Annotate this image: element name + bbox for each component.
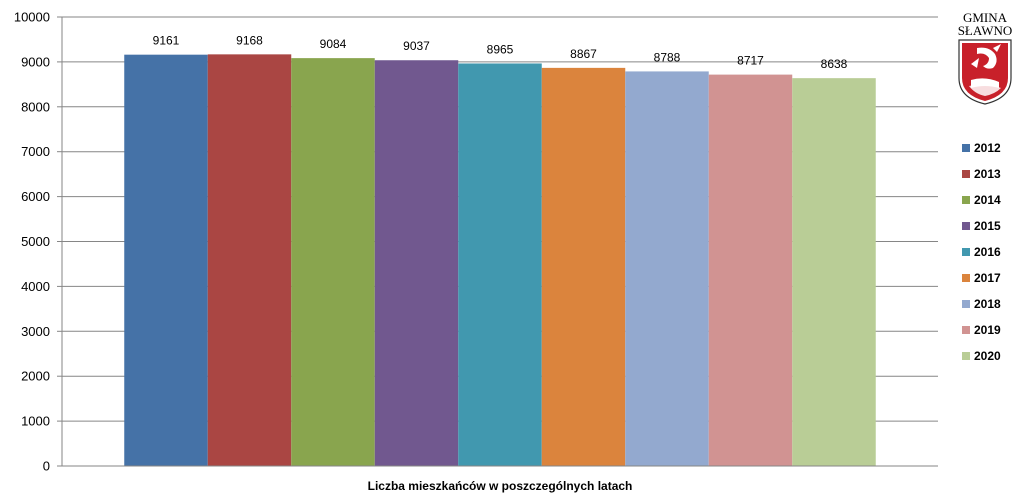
data-label-2015: 9037	[403, 39, 430, 53]
data-label-2012: 9161	[153, 34, 180, 48]
y-tick-label: 4000	[21, 279, 50, 294]
legend-label-2017: 2017	[974, 271, 1001, 285]
data-label-2014: 9084	[320, 37, 347, 51]
legend-swatch-2012	[962, 144, 970, 152]
legend-label-2018: 2018	[974, 297, 1001, 311]
gmina-slawno-logo: GMINA SŁAWNO	[958, 10, 1013, 105]
bar-2013	[207, 54, 292, 466]
y-axis-tick-labels: 0 1000 2000 3000 4000 5000 6000 7000 8000 9000 100…	[14, 10, 50, 474]
bar-2018	[625, 71, 709, 467]
bar-2014	[291, 58, 375, 467]
legend-swatch-2016	[962, 248, 970, 256]
y-tick-label: 1000	[21, 414, 50, 429]
legend-label-2016: 2016	[974, 245, 1001, 259]
y-tick-label: 9000	[21, 54, 50, 69]
legend-swatch-2015	[962, 222, 970, 230]
legend-swatch-2013	[962, 170, 970, 178]
bars	[124, 54, 876, 467]
data-label-2013: 9168	[236, 33, 263, 47]
y-tick-label: 8000	[21, 99, 50, 114]
y-tick-label: 10000	[14, 10, 50, 25]
y-tick-label: 6000	[21, 189, 50, 204]
bar-2019	[708, 74, 793, 467]
legend-swatch-2019	[962, 326, 970, 334]
legend-swatch-2014	[962, 196, 970, 204]
data-label-2019: 8717	[737, 54, 764, 68]
logo-text-line1: GMINA	[963, 10, 1008, 25]
bar-2012	[124, 54, 208, 466]
y-tick-label: 5000	[21, 234, 50, 249]
legend-label-2012: 2012	[974, 141, 1001, 155]
legend-swatch-2018	[962, 300, 970, 308]
y-tick-label: 3000	[21, 324, 50, 339]
legend-label-2019: 2019	[974, 323, 1001, 337]
data-label-2016: 8965	[487, 42, 514, 56]
legend-label-2020: 2020	[974, 349, 1001, 363]
legend-swatch-2020	[962, 352, 970, 360]
y-tick-label: 7000	[21, 144, 50, 159]
logo-text-line2: SŁAWNO	[958, 23, 1013, 38]
data-label-2017: 8867	[570, 47, 597, 61]
data-label-2020: 8638	[821, 57, 848, 71]
legend: 2012 2013 2014 2015 2016 2017 2018 2019 2020	[962, 141, 1001, 363]
bar-2015	[374, 60, 459, 466]
y-tick-label: 0	[43, 459, 50, 474]
legend-label-2014: 2014	[974, 193, 1001, 207]
bar-2016	[458, 63, 542, 467]
legend-swatch-2017	[962, 274, 970, 282]
y-tick-label: 2000	[21, 369, 50, 384]
bar-2017	[541, 67, 626, 466]
legend-label-2015: 2015	[974, 219, 1001, 233]
x-axis-title: Liczba mieszkańców w poszczególnych lata…	[368, 479, 633, 493]
coat-of-arms-icon	[958, 39, 1012, 105]
legend-label-2013: 2013	[974, 167, 1001, 181]
bar-2020	[792, 78, 876, 466]
data-labels: 9161 9168 9084 9037 8965 8867 8788 8717 8638	[153, 33, 848, 71]
data-label-2018: 8788	[654, 50, 681, 64]
